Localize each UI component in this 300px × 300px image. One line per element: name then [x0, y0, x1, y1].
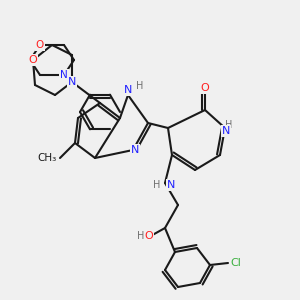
- Text: N: N: [222, 126, 230, 136]
- Text: Cl: Cl: [230, 258, 241, 268]
- Text: N: N: [131, 145, 139, 155]
- Text: CH₃: CH₃: [38, 153, 57, 163]
- Text: N: N: [60, 70, 68, 80]
- Text: O: O: [36, 40, 44, 50]
- Text: H: H: [136, 81, 143, 91]
- Text: N: N: [68, 77, 76, 87]
- Text: O: O: [201, 83, 209, 93]
- Text: H: H: [153, 180, 160, 190]
- Text: O: O: [28, 55, 38, 65]
- Text: O: O: [145, 231, 153, 241]
- Text: N: N: [167, 180, 176, 190]
- Text: N: N: [124, 85, 132, 95]
- Text: H: H: [136, 231, 144, 241]
- Text: H: H: [225, 120, 233, 130]
